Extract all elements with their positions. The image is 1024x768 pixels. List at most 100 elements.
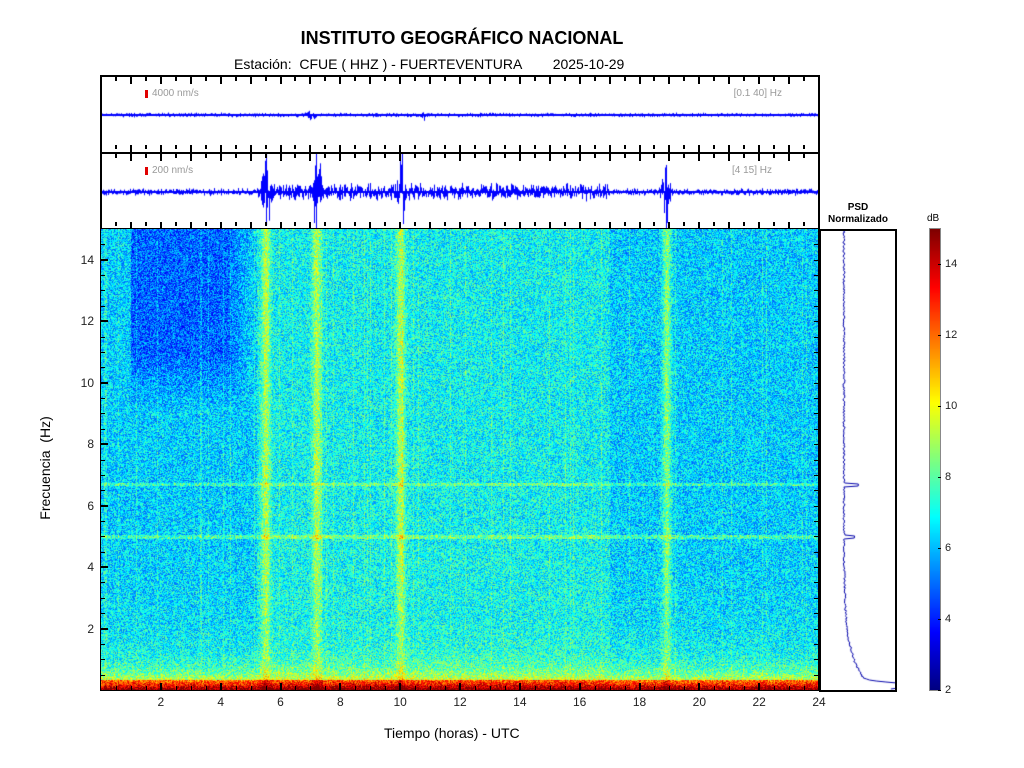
trace-scale: 200 nm/s — [152, 165, 194, 176]
trace-panel-broadband: 4000 nm/s [0.1 40] Hz — [100, 75, 820, 154]
trace-tick — [758, 77, 761, 84]
trace-tick — [548, 145, 551, 152]
x-minor-tick — [310, 686, 312, 690]
x-minor-tick — [714, 686, 716, 690]
trace-tick — [473, 145, 476, 149]
trace-tick — [309, 77, 312, 84]
y-minor-tick — [101, 459, 105, 461]
colorbar-tick-mark — [938, 264, 941, 266]
y-minor-tick — [814, 382, 818, 384]
trace-tick — [728, 77, 731, 84]
trace-tick — [788, 154, 791, 161]
y-minor-tick — [814, 413, 818, 415]
trace-tick — [264, 154, 267, 158]
x-minor-tick — [205, 686, 207, 690]
trace-tick — [144, 154, 147, 158]
x-minor-tick — [145, 686, 147, 690]
y-minor-tick — [814, 321, 818, 323]
trace-tick — [429, 145, 432, 152]
y-minor-tick — [814, 428, 818, 430]
trace-tick — [743, 222, 746, 226]
trace-tick — [324, 77, 327, 81]
trace-panel-filtered: 200 nm/s [4 15] Hz — [100, 152, 820, 231]
y-minor-tick — [101, 428, 105, 430]
trace-tick — [503, 222, 506, 226]
trace-tick — [294, 222, 297, 226]
y-minor-tick — [101, 413, 105, 415]
trace-tick — [264, 77, 267, 81]
trace-tick — [593, 77, 596, 81]
trace-tick — [638, 222, 641, 229]
trace-tick — [668, 77, 671, 84]
trace-tick — [339, 222, 342, 229]
trace-tick — [713, 222, 716, 226]
x-minor-tick — [160, 686, 162, 690]
x-minor-tick — [729, 686, 731, 690]
trace-tick — [578, 222, 581, 229]
trace-tick — [533, 145, 536, 149]
y-minor-tick — [814, 367, 818, 369]
y-minor-tick — [814, 244, 818, 246]
trace-tick — [279, 222, 282, 229]
trace-tick — [129, 222, 132, 229]
colorbar-tick-label: 8 — [945, 471, 952, 484]
trace-tick — [429, 154, 432, 161]
trace-tick — [608, 154, 611, 161]
trace-tick — [144, 145, 147, 149]
y-minor-tick — [101, 674, 105, 676]
trace-tick — [264, 222, 267, 226]
x-tick-label: 22 — [752, 695, 766, 709]
x-tick-label: 8 — [336, 695, 344, 709]
x-minor-tick — [295, 686, 297, 690]
trace-tick — [414, 145, 417, 149]
trace-tick — [219, 154, 222, 161]
y-minor-tick — [814, 398, 818, 400]
station-subtitle: Estación: CFUE ( HHZ ) - FUERTEVENTURA 2… — [234, 56, 624, 72]
x-minor-tick — [190, 686, 192, 690]
trace-tick — [159, 145, 162, 152]
trace-tick — [399, 77, 402, 84]
y-minor-tick — [101, 351, 105, 353]
spectrogram-frame — [100, 228, 820, 691]
psd-panel — [819, 229, 897, 692]
trace-tick — [174, 154, 177, 158]
trace-tick — [638, 77, 641, 84]
trace-tick — [728, 154, 731, 161]
trace-tick — [144, 77, 147, 81]
trace-tick — [473, 222, 476, 226]
y-tick-label: 12 — [80, 314, 94, 329]
trace-tick — [653, 154, 656, 158]
y-minor-tick — [814, 474, 818, 476]
trace-tick — [324, 222, 327, 226]
colorbar-tick-label: 6 — [945, 542, 952, 555]
x-minor-tick — [415, 686, 417, 690]
y-minor-tick — [101, 382, 105, 384]
trace-tick — [459, 154, 461, 161]
trace-tick — [773, 77, 776, 81]
trace-tick — [219, 77, 222, 84]
trace-tick — [369, 154, 372, 161]
trace-tick — [219, 145, 222, 152]
y-minor-tick — [101, 582, 105, 584]
trace-tick — [518, 154, 521, 161]
y-minor-tick — [101, 613, 105, 615]
y-minor-tick — [101, 367, 105, 369]
trace-tick — [788, 77, 791, 84]
trace-tick — [488, 222, 491, 229]
y-minor-tick — [814, 659, 818, 661]
psd-curve — [821, 231, 895, 690]
colorbar-tick-mark — [938, 690, 941, 691]
y-minor-tick — [101, 444, 105, 446]
trace-tick — [533, 77, 536, 81]
trace-tick — [473, 77, 476, 81]
trace-tick — [174, 77, 177, 81]
trace-tick — [698, 154, 701, 161]
y-minor-tick — [101, 643, 105, 645]
y-minor-tick — [814, 613, 818, 615]
trace-tick — [249, 145, 252, 152]
y-minor-tick — [814, 643, 818, 645]
colorbar-tick-label: 12 — [945, 329, 958, 342]
y-minor-tick — [814, 582, 818, 584]
trace-tick — [563, 154, 566, 158]
trace-tick — [204, 222, 207, 226]
